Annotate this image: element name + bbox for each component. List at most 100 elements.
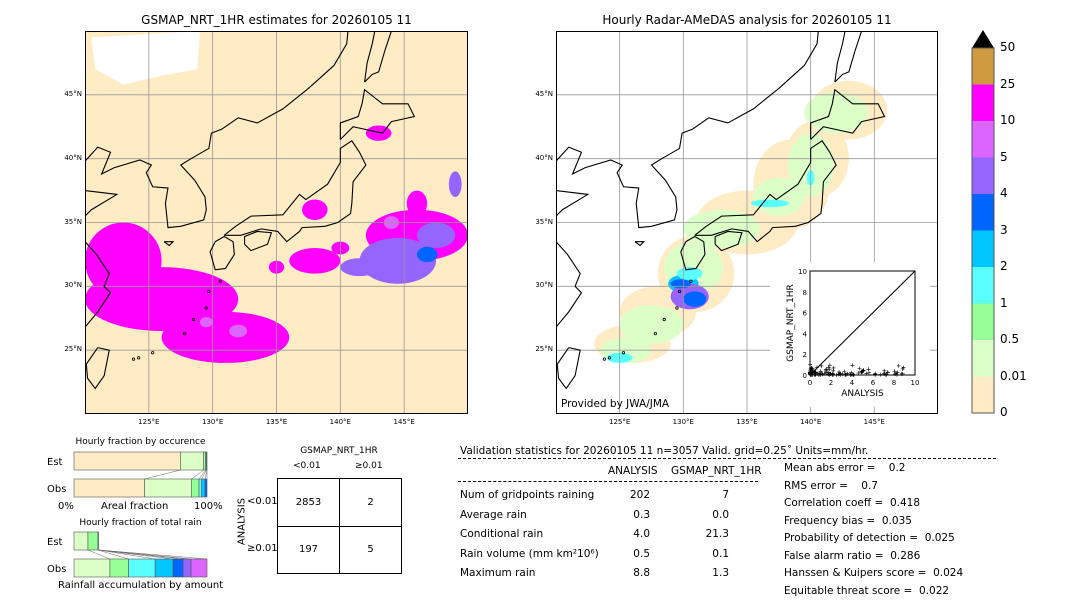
lat-tick-label: 30°N	[535, 281, 553, 290]
scatter-point	[817, 372, 822, 377]
coastline	[556, 31, 819, 229]
est-bar-segment	[73, 451, 181, 471]
scatter-point	[831, 365, 836, 370]
island	[621, 351, 626, 355]
coastline	[364, 31, 392, 83]
occ-obs-label: Obs	[47, 484, 67, 495]
rain-area	[340, 258, 379, 277]
colorbar-segment	[972, 267, 994, 304]
coastline	[209, 235, 235, 271]
colorbar-tick-label: 1	[1000, 295, 1008, 310]
map-frame	[85, 31, 468, 414]
score-item: False alarm ratio = 0.286	[784, 549, 921, 562]
tr-obs-label: Obs	[47, 564, 67, 575]
col-gsmap: GSMAP_NRT_1HR	[671, 465, 762, 477]
est-bar-segment	[97, 531, 99, 551]
stat-gsmap-value: 0.0	[712, 508, 729, 521]
scatter-point	[892, 369, 897, 374]
rain-area	[683, 291, 707, 307]
rain-area	[753, 177, 805, 217]
scatter-point	[895, 372, 899, 377]
validation-header: Validation statistics for 20260105 11 n=…	[460, 445, 869, 457]
stat-row-label: Average rain	[460, 508, 527, 521]
island	[131, 357, 136, 361]
lon-tick-label: 140°E	[800, 418, 822, 426]
colorbar-segment	[972, 376, 994, 414]
col-analysis: ANALYSIS	[608, 465, 658, 477]
lon-tick-label: 135°E	[736, 418, 758, 426]
stat-gsmap-value: 7	[722, 489, 729, 501]
scatter-point	[878, 372, 883, 377]
score-item: Mean abs error = 0.2	[784, 462, 906, 474]
coastline	[834, 31, 863, 83]
lat-tick-label: 40°N	[64, 153, 82, 162]
scatter-y-tick: 2	[803, 351, 807, 359]
coastline	[556, 241, 583, 328]
scatter-point	[836, 372, 841, 377]
coastline	[694, 140, 837, 243]
scatter-point	[901, 365, 906, 370]
scatter-point	[859, 369, 864, 374]
coastline	[680, 235, 706, 271]
scatter-point	[819, 371, 824, 376]
score-item: Frequency bias = 0.035	[784, 514, 912, 527]
connector-line	[98, 549, 156, 560]
scatter-point	[884, 372, 889, 377]
coastline	[163, 241, 175, 247]
scatter-point	[813, 372, 818, 377]
scatter-point	[843, 372, 848, 377]
right-map-title: Hourly Radar-AMeDAS analysis for 2026010…	[602, 13, 892, 27]
stat-row-label: Conditional rain	[460, 528, 544, 540]
rain-area	[416, 246, 438, 263]
lat-tick-label: 35°N	[64, 217, 82, 226]
connector-line	[98, 549, 208, 560]
cell-tn: 2853	[295, 497, 322, 508]
rain-area	[359, 237, 437, 284]
scatter-point	[810, 372, 815, 377]
scatter-ylabel: GSMAP_NRT_1HR	[786, 284, 796, 362]
coastline	[244, 230, 273, 252]
scatter-point	[840, 371, 845, 376]
cell-fn: 197	[298, 544, 319, 555]
rain-area	[365, 125, 392, 141]
stat-row-label: Num of gridpoints raining	[460, 489, 595, 501]
score-item: Probability of detection = 0.025	[784, 532, 955, 544]
tr-xlabel: Rainfall accumulation by amount	[58, 580, 224, 591]
lon-tick-label: 145°E	[393, 418, 415, 426]
scatter-point	[849, 372, 854, 377]
island	[662, 317, 666, 322]
score-item: Correlation coeff = 0.418	[784, 497, 920, 509]
scatter-point	[818, 369, 823, 374]
scatter-point	[808, 372, 813, 377]
colorbar-tick-label: 25	[1000, 76, 1016, 91]
scatter-point	[857, 366, 862, 371]
scatter-point	[851, 372, 856, 377]
island	[653, 331, 657, 336]
scatter-point	[864, 371, 869, 376]
coastline	[85, 190, 119, 217]
colorbar-segment	[972, 230, 994, 268]
lat-tick-label: 40°N	[535, 153, 553, 162]
colorbar-tick-label: 10	[1000, 113, 1016, 127]
score-item: RMS error = 0.7	[784, 479, 878, 492]
lat-tick-label: 30°N	[64, 281, 82, 290]
rain-area	[302, 199, 328, 220]
col-label-lt: <0.01	[293, 461, 321, 471]
scatter-point	[900, 371, 905, 376]
occurrence-bars	[73, 451, 208, 498]
obs-bar-segment	[198, 478, 202, 498]
colorbar-tick-label: 3	[1000, 222, 1008, 237]
occ-est-label: Est	[47, 457, 63, 468]
island	[218, 279, 222, 283]
scatter-point	[814, 365, 819, 370]
scatter-point	[826, 365, 831, 370]
colorbar-tick-label: 2	[1000, 259, 1008, 273]
scatter-point	[895, 370, 900, 375]
rain-area	[85, 222, 162, 300]
score-item: Hanssen & Kuipers score = 0.024	[784, 567, 964, 579]
obs-bar-segment	[201, 478, 206, 498]
coastline	[85, 241, 112, 328]
tr-est-label: Est	[47, 537, 63, 548]
coastline	[714, 230, 743, 252]
